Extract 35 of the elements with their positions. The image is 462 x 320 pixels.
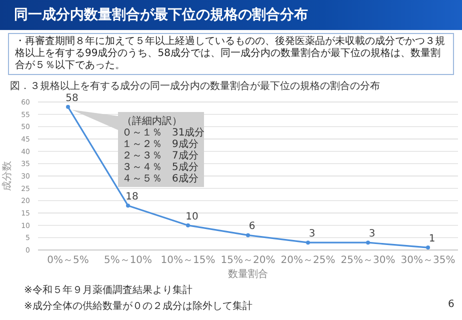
- y-axis-title: 成分数: [1, 161, 13, 191]
- x-tick-label: 15%～20%: [220, 255, 276, 266]
- point: [246, 233, 250, 238]
- data-label: 3: [308, 228, 316, 240]
- annotation: １～２％ 9成分: [122, 138, 198, 150]
- text: ※令和５年９月薬価調査結果より集計: [24, 284, 192, 297]
- point: [186, 223, 190, 228]
- point: [426, 246, 430, 250]
- data-label: 10: [186, 211, 198, 222]
- text: ・再審査期間８年に加えて５年以上経過しているものの、後発医薬品が未収載の成分でかつ３規格以上を有する99成分のうち、58成分では、同一成分内の数量割合が最下位の規格は、数量割合が５％以下であった。: [8, 33, 454, 75]
- x-axis-title: 数量割合: [228, 268, 268, 280]
- x-tick-label: 5%～10%: [104, 255, 152, 266]
- text: ※成分全体の供給数量が０の２成分は除外して集計: [24, 300, 252, 313]
- point: [126, 204, 130, 208]
- data-label: 1: [428, 234, 436, 245]
- chart-title: 同一成分内数量割合が最下位の規格の割合分布: [14, 6, 308, 24]
- point: [66, 104, 70, 109]
- x-tick-label: 20%～25%: [280, 255, 336, 266]
- text: 図．３規格以上を有する成分の同一成分内の数量割合が最下位の規格の割合の分布: [10, 80, 380, 93]
- data-label: 3: [368, 228, 376, 240]
- annotation: （詳細内訳）: [122, 115, 182, 127]
- annotation: ０～１％ 31成分: [122, 126, 205, 138]
- data-label: 18: [126, 192, 138, 203]
- x-tick-label: 30%～35%: [400, 255, 456, 266]
- annotation: ４～５％ 6成分: [122, 172, 198, 184]
- text: 6: [448, 299, 454, 310]
- data-label: 6: [248, 221, 256, 232]
- x-tick-label: 0%～5%: [47, 255, 89, 266]
- x-tick-label: 10%～15%: [160, 255, 216, 266]
- annotation: ３～４％ 5成分: [122, 161, 198, 173]
- point: [306, 240, 310, 245]
- annotation: ２～３％ 7成分: [122, 150, 198, 162]
- x-tick-label: 25%～30%: [340, 255, 396, 266]
- point: [366, 240, 370, 245]
- data-label: 58: [66, 92, 78, 104]
